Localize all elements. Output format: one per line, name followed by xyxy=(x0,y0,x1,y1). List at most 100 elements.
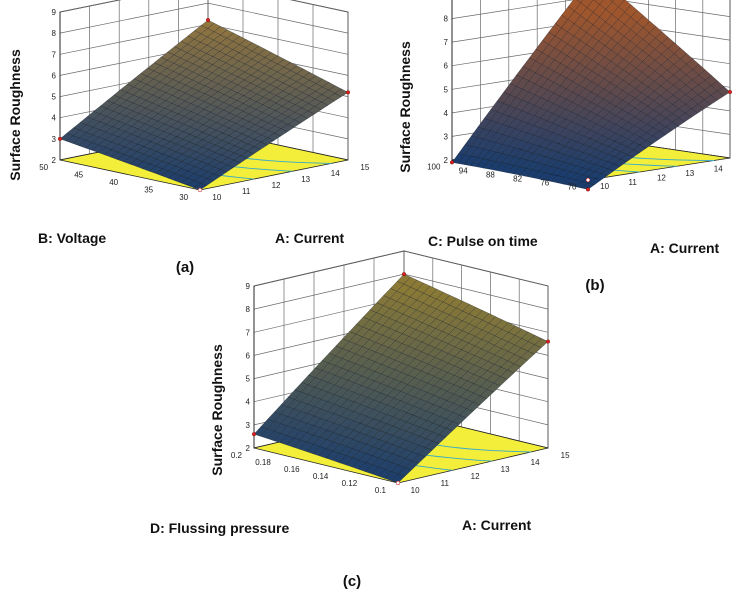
x-tick-label: 14 xyxy=(331,169,340,178)
y-axis-title: C: Pulse on time xyxy=(428,233,538,249)
z-tick-label: 7 xyxy=(246,328,251,337)
surface-patch xyxy=(609,0,614,2)
z-tick-label: 7 xyxy=(52,50,57,59)
z-tick-label: 5 xyxy=(246,375,251,384)
x-tick-label: 15 xyxy=(561,451,570,460)
response-surface xyxy=(451,0,731,190)
y-tick-label: 76 xyxy=(540,178,549,187)
panel-label: (c) xyxy=(343,573,361,590)
x-tick-label: 12 xyxy=(657,173,666,182)
design-point xyxy=(205,18,210,23)
x-tick-label: 10 xyxy=(411,486,420,495)
design-point xyxy=(585,177,591,183)
surface-patch xyxy=(581,183,595,190)
design-point xyxy=(395,480,401,486)
y-tick-label: 50 xyxy=(39,163,48,172)
x-tick-label: 11 xyxy=(242,187,251,196)
panel-label: (a) xyxy=(176,259,194,276)
z-tick-label: 5 xyxy=(444,85,449,94)
design-point xyxy=(586,187,591,192)
y-tick-label: 88 xyxy=(486,170,495,179)
x-tick-label: 13 xyxy=(301,175,310,184)
x-axis-title: A: Current xyxy=(650,240,720,256)
z-tick-label: 6 xyxy=(246,351,251,360)
design-points xyxy=(251,272,551,486)
design-point xyxy=(450,160,455,165)
z-tick-label: 3 xyxy=(246,421,251,430)
x-axis-title: A: Current xyxy=(462,517,532,533)
surface-plot-c: 10 11 12 13 14 15 0.1 0.12 0.14 0.16 0.18 0.22 3 4 5 6 7… xyxy=(150,250,570,590)
z-axis-title: Surface Roughness xyxy=(7,49,23,181)
y-tick-label: 94 xyxy=(459,166,468,175)
z-tick-label: 7 xyxy=(444,38,449,47)
y-tick-label: 70 xyxy=(568,182,577,191)
design-point xyxy=(346,90,351,95)
x-axis-title: A: Current xyxy=(275,230,345,246)
surface-patch xyxy=(576,0,584,4)
y-tick-label: 0.12 xyxy=(342,479,358,488)
z-axis-title: Surface Roughness xyxy=(397,41,413,173)
y-tick-label: 0.2 xyxy=(231,451,243,460)
z-tick-label: 2 xyxy=(52,156,57,165)
z-tick-label: 5 xyxy=(52,93,57,102)
tick-labels: 101112131415707682889410023456789 xyxy=(427,15,723,192)
x-tick-label: 12 xyxy=(272,181,281,190)
z-tick-label: 9 xyxy=(246,282,251,291)
z-tick-label: 4 xyxy=(52,114,57,123)
surface-plot-b: 101112131415707682889410023456789A: Curr… xyxy=(397,0,733,294)
design-point xyxy=(251,432,256,437)
x-tick-label: 11 xyxy=(629,178,638,187)
y-tick-label: 82 xyxy=(513,174,522,183)
z-axis-title: Surface Roughness xyxy=(209,344,225,476)
z-tick-label: 4 xyxy=(444,109,449,118)
z-gridline xyxy=(451,0,731,19)
z-tick-label: 6 xyxy=(52,71,57,80)
y-tick-label: 40 xyxy=(109,178,118,187)
design-point xyxy=(402,272,407,277)
design-points xyxy=(58,18,351,193)
z-tick-label: 4 xyxy=(246,398,251,407)
y-tick-label: 100 xyxy=(427,162,441,171)
surface-patch xyxy=(391,473,406,484)
y-axis-title: D: Flussing pressure xyxy=(150,520,289,536)
x-tick-label: 13 xyxy=(685,169,694,178)
x-tick-label: 14 xyxy=(714,165,723,174)
y-tick-label: 30 xyxy=(179,193,188,202)
design-points xyxy=(450,89,733,192)
y-tick-label: 45 xyxy=(74,170,83,179)
response-surface xyxy=(59,19,349,191)
z-tick-label: 9 xyxy=(52,8,57,17)
y-tick-label: 0.14 xyxy=(313,472,329,481)
x-tick-label: 11 xyxy=(441,479,450,488)
design-point xyxy=(58,136,63,141)
z-tick-label: 2 xyxy=(246,444,251,453)
surface-patch xyxy=(193,182,207,191)
z-gridline xyxy=(59,0,349,13)
design-point xyxy=(728,89,733,94)
panel-label: (b) xyxy=(585,277,604,294)
y-tick-label: 0.16 xyxy=(284,465,300,474)
x-tick-label: 10 xyxy=(212,193,221,202)
z-tick-label: 3 xyxy=(52,135,57,144)
y-tick-label: 35 xyxy=(144,185,153,194)
y-tick-label: 0.1 xyxy=(375,486,387,495)
x-tick-label: 14 xyxy=(531,458,540,467)
y-tick-label: 0.18 xyxy=(255,458,271,467)
x-tick-label: 15 xyxy=(360,163,369,172)
x-tick-label: 12 xyxy=(471,472,480,481)
z-tick-label: 3 xyxy=(444,132,449,141)
z-tick-label: 2 xyxy=(444,156,449,165)
response-surface xyxy=(253,273,549,484)
design-point xyxy=(546,339,551,344)
z-tick-label: 8 xyxy=(52,29,57,38)
design-point xyxy=(197,187,203,193)
z-tick-label: 8 xyxy=(444,15,449,24)
tick-labels: 10 11 12 13 14 15 0.1 0.12 0.14 0.16 0.18 0.22 3 4 5 6 7… xyxy=(231,282,570,495)
y-axis-title: B: Voltage xyxy=(38,230,106,246)
x-tick-label: 10 xyxy=(600,182,609,191)
z-tick-label: 6 xyxy=(444,62,449,71)
x-tick-label: 13 xyxy=(501,465,510,474)
